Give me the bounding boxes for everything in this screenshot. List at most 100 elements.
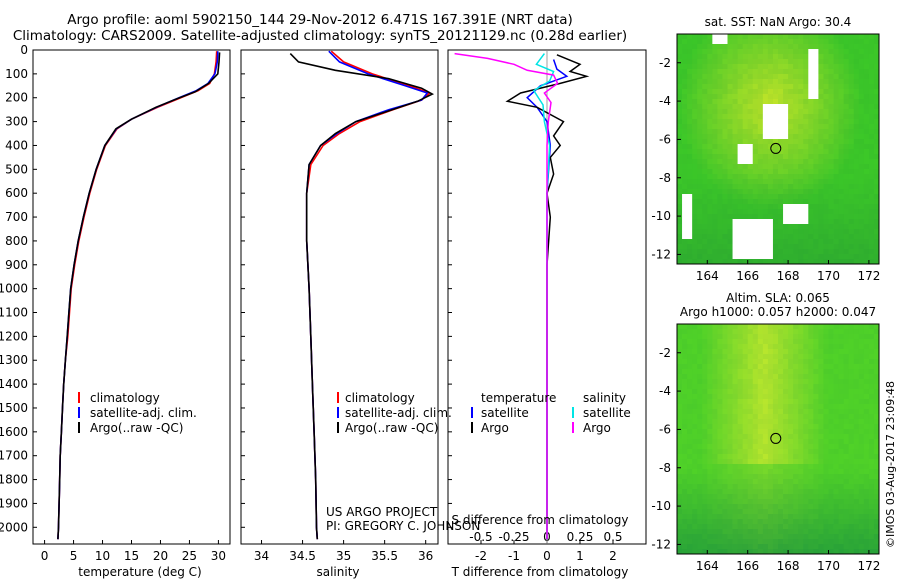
map-cell — [808, 349, 814, 355]
map-cell — [823, 199, 829, 205]
x-top-tick-label: 0.5 — [603, 530, 622, 544]
map-cell — [793, 139, 799, 145]
map-cell — [677, 329, 683, 335]
map-cell — [843, 124, 850, 130]
map-cell — [788, 194, 794, 200]
map-cell — [813, 134, 819, 140]
map-cell — [848, 64, 855, 70]
map-cell — [742, 334, 749, 340]
map-cell — [707, 84, 713, 90]
map-cell — [702, 84, 708, 90]
map-cell — [732, 39, 738, 45]
map-cell — [712, 79, 718, 85]
map-cell — [677, 194, 683, 200]
map-cell — [752, 469, 759, 475]
map-cell — [833, 369, 839, 375]
map-cell — [747, 349, 754, 355]
map-cell — [853, 439, 860, 445]
map-cell — [757, 114, 764, 120]
map-cell — [717, 199, 723, 205]
map-cell — [853, 109, 860, 115]
map-cell — [828, 234, 834, 240]
map-cell — [702, 479, 708, 485]
map-cell — [742, 259, 749, 264]
map-cell — [833, 244, 839, 250]
map-cell — [707, 184, 713, 190]
map-cell — [848, 514, 855, 520]
map-cell — [767, 519, 774, 525]
map-cell — [682, 219, 688, 225]
map-cell — [823, 204, 829, 210]
map-cell — [762, 544, 769, 550]
map-cell — [702, 419, 708, 425]
map-cell — [712, 384, 718, 390]
map-cell — [772, 249, 779, 255]
map-cell — [772, 234, 779, 240]
map-cell — [863, 104, 870, 110]
map-cell — [828, 179, 834, 185]
map-cell — [853, 474, 860, 480]
x-top-tick-label: -0.5 — [469, 530, 492, 544]
map-cell — [772, 539, 779, 545]
map-cell — [838, 229, 845, 235]
map-cell — [868, 329, 875, 335]
map-cell — [803, 519, 809, 525]
map-cell — [752, 164, 759, 170]
map-cell — [803, 99, 809, 105]
map-cell — [762, 199, 769, 205]
map-cell — [783, 239, 789, 245]
map-cell — [767, 414, 774, 420]
map-cell — [808, 234, 814, 240]
map-cell — [732, 429, 738, 435]
map-cell — [793, 144, 799, 150]
map-cell — [873, 249, 879, 255]
difference-legend: temperature salinity satellite Argo sate… — [471, 391, 631, 435]
map-cell — [788, 534, 794, 540]
map-cell — [717, 249, 723, 255]
map-cell — [863, 79, 870, 85]
map-cell — [762, 359, 769, 365]
map-cell — [798, 439, 804, 445]
map-cell — [783, 329, 789, 335]
map-cell — [808, 464, 814, 470]
map-cell — [737, 549, 744, 554]
map-cell — [833, 329, 839, 335]
map-cell — [873, 59, 879, 65]
map-cell — [793, 59, 799, 65]
map-cell — [838, 349, 845, 355]
map-cell — [767, 69, 774, 75]
map-cell — [752, 519, 759, 525]
map-cell — [712, 104, 718, 110]
map-cell — [833, 209, 839, 215]
map-cell — [677, 449, 683, 455]
map-cell — [677, 124, 683, 130]
map-cell — [707, 424, 713, 430]
map-cell — [798, 199, 804, 205]
map-cell — [803, 449, 809, 455]
map-cell — [818, 364, 824, 370]
map-cell — [727, 249, 733, 255]
map-cell — [732, 389, 738, 395]
map-cell — [727, 229, 733, 235]
map-cell — [793, 79, 799, 85]
map-cell — [712, 329, 718, 335]
map-cell — [732, 89, 738, 95]
map-cell — [737, 424, 744, 430]
map-cell — [798, 64, 804, 70]
map-cell — [727, 79, 733, 85]
map-cell — [767, 49, 774, 55]
map-cell — [732, 59, 738, 65]
map-cell — [722, 79, 728, 85]
map-cell — [863, 389, 870, 395]
map-cell — [793, 379, 799, 385]
map-cell — [793, 549, 799, 554]
map-cell — [843, 544, 850, 550]
map-cell — [848, 344, 855, 350]
map-cell — [823, 464, 829, 470]
map-cell — [818, 69, 824, 75]
map-cell — [843, 419, 850, 425]
map-cell — [772, 439, 779, 445]
map-cell — [868, 144, 875, 150]
map-cell — [737, 174, 744, 180]
map-cell — [823, 89, 829, 95]
